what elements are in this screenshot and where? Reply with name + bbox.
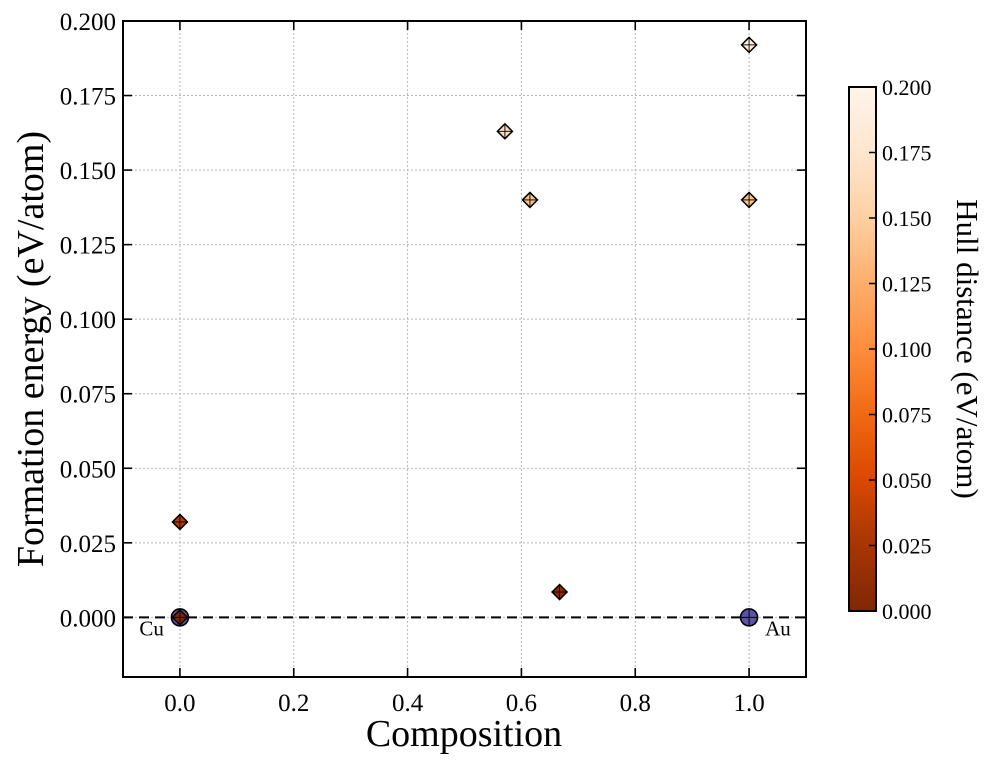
x-tick-label: 0.0 xyxy=(164,690,195,717)
y-tick-label: 0.025 xyxy=(60,531,116,558)
stable-point xyxy=(739,608,759,627)
y-axis-title: Formation energy (eV/atom) xyxy=(10,131,52,567)
colorbar-title: Hull distance (eV/atom) xyxy=(950,199,985,499)
unstable-point xyxy=(521,191,539,209)
endpoint-label: Au xyxy=(765,616,791,640)
colorbar-tick-label: 0.150 xyxy=(882,206,932,231)
endpoint-labels: Cu Au xyxy=(139,616,791,640)
data-points xyxy=(170,36,759,627)
colorbar-tick-label: 0.025 xyxy=(882,534,932,559)
endpoint-label: Cu xyxy=(139,616,164,640)
colorbar-tick-label: 0.100 xyxy=(882,337,932,362)
x-tick-label: 1.0 xyxy=(733,690,764,717)
colorbar: 0.000 0.025 0.050 0.075 0.100 0.125 0.150 0.175… xyxy=(848,75,985,624)
colorbar-tick-label: 0.050 xyxy=(882,468,932,493)
colorbar-tick-label: 0.075 xyxy=(882,403,932,428)
unstable-point xyxy=(550,583,569,601)
x-tick-label: 0.8 xyxy=(620,690,651,717)
y-tick-label: 0.200 xyxy=(60,9,116,36)
colorbar-tick-label: 0.125 xyxy=(882,272,932,297)
y-tick-label: 0.050 xyxy=(60,456,116,483)
x-tick-label: 0.4 xyxy=(392,690,424,717)
unstable-point xyxy=(740,36,758,54)
y-tick-label: 0.175 xyxy=(60,84,116,111)
unstable-point xyxy=(171,608,189,626)
y-tick-label: 0.125 xyxy=(60,233,116,260)
x-axis-title: Composition xyxy=(366,713,562,755)
y-tick-label: 0.100 xyxy=(60,307,116,334)
colorbar-tick-label: 0.200 xyxy=(882,75,932,100)
y-tick-label: 0.150 xyxy=(60,158,116,185)
plot-frame xyxy=(122,20,807,678)
y-tick-label: 0.000 xyxy=(60,605,116,632)
x-tick-label: 0.6 xyxy=(506,690,537,717)
unstable-point xyxy=(740,191,758,209)
unstable-point xyxy=(171,513,189,531)
x-tick-label: 0.2 xyxy=(278,690,309,717)
colorbar-ticks: 0.000 0.025 0.050 0.075 0.100 0.125 0.150 0.175… xyxy=(869,75,932,624)
axis-ticks: 0.0 0.2 0.4 0.6 0.8 1.0 0.000 0.025 0.050 0.075 0.… xyxy=(60,9,806,717)
colorbar-tick-label: 0.000 xyxy=(882,599,932,624)
unstable-point xyxy=(496,122,514,140)
y-tick-label: 0.075 xyxy=(60,382,116,409)
colorbar-tick-label: 0.175 xyxy=(882,141,932,166)
grid-lines xyxy=(123,20,806,677)
